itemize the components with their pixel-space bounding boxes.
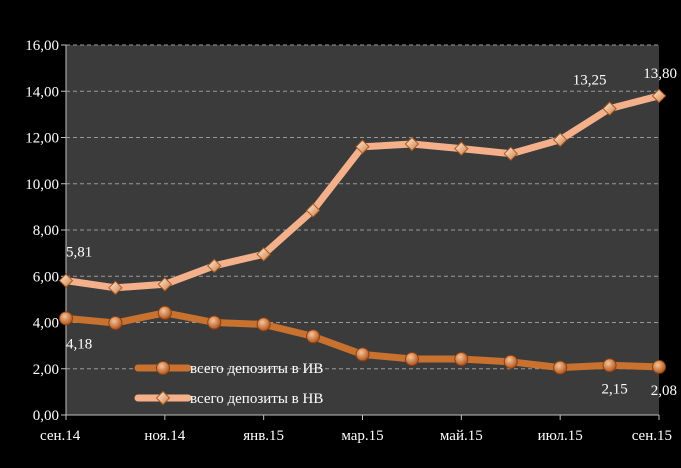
data-label: 2,08 bbox=[651, 383, 677, 399]
y-tick-label: 12,00 bbox=[25, 131, 59, 147]
point-marker bbox=[355, 139, 370, 154]
point-marker bbox=[207, 315, 222, 330]
point-marker bbox=[108, 280, 123, 296]
x-tick-label: сен.15 bbox=[632, 428, 672, 444]
legend-label: всего депозиты в НВ bbox=[190, 391, 323, 407]
data-labels: 5,81 4,18 13,25 13,80 2,15 2,08 bbox=[66, 66, 677, 399]
x-tick-label: ноя.14 bbox=[144, 428, 185, 444]
point-marker bbox=[157, 277, 173, 292]
point-marker bbox=[306, 329, 321, 344]
data-label: 5,81 bbox=[66, 245, 92, 261]
x-tick-label: янв.15 bbox=[243, 428, 284, 444]
data-label: 2,15 bbox=[601, 381, 627, 397]
point-marker bbox=[108, 315, 123, 330]
series-1 bbox=[59, 305, 666, 375]
point-marker bbox=[503, 354, 518, 369]
point-marker bbox=[355, 347, 370, 362]
axes: 0,00 2,00 4,00 6,00 8,00 10,00 12,00 14,00 16,00… bbox=[25, 38, 672, 444]
series bbox=[58, 88, 667, 375]
legend-entry: всего депозиты в ИВ bbox=[134, 361, 323, 377]
y-tick-label: 6,00 bbox=[33, 269, 59, 285]
x-tick-label: мар.15 bbox=[341, 428, 383, 444]
data-label: 4,18 bbox=[66, 336, 92, 352]
y-tick-label: 10,00 bbox=[25, 177, 59, 193]
point-marker bbox=[454, 141, 469, 156]
x-tick-label: май.15 bbox=[440, 428, 483, 444]
point-marker bbox=[305, 203, 321, 218]
y-tick-label: 0,00 bbox=[33, 408, 59, 424]
point-marker bbox=[404, 136, 420, 152]
point-marker bbox=[454, 352, 469, 367]
series-2 bbox=[58, 88, 667, 296]
point-marker bbox=[155, 390, 171, 406]
y-tick-label: 2,00 bbox=[33, 362, 59, 378]
point-marker bbox=[651, 88, 667, 104]
point-marker bbox=[157, 305, 172, 320]
data-label: 13,80 bbox=[643, 66, 677, 82]
x-tick-label: июл.15 bbox=[538, 428, 583, 444]
y-tick-label: 16,00 bbox=[25, 38, 59, 54]
point-marker bbox=[256, 317, 271, 332]
legend-entry: всего депозиты в НВ bbox=[134, 390, 323, 407]
point-marker bbox=[652, 359, 666, 374]
x-tick-label: сен.14 bbox=[40, 428, 81, 444]
y-tick-label: 14,00 bbox=[25, 84, 59, 100]
y-tick-label: 8,00 bbox=[33, 223, 59, 239]
data-label: 13,25 bbox=[573, 73, 607, 89]
point-marker bbox=[602, 101, 617, 116]
point-marker bbox=[156, 361, 170, 375]
point-marker bbox=[58, 273, 74, 288]
point-marker bbox=[602, 358, 617, 373]
y-tick-label: 4,00 bbox=[33, 316, 59, 332]
point-marker bbox=[552, 132, 568, 148]
point-marker bbox=[503, 146, 518, 161]
point-marker bbox=[404, 352, 419, 367]
point-marker bbox=[207, 258, 222, 274]
point-marker bbox=[553, 360, 568, 375]
point-marker bbox=[59, 311, 73, 326]
legend: всего депозиты в ИВ всего депозиты в НВ bbox=[134, 361, 323, 407]
legend-label: всего депозиты в ИВ bbox=[190, 361, 323, 377]
point-marker bbox=[256, 247, 271, 262]
